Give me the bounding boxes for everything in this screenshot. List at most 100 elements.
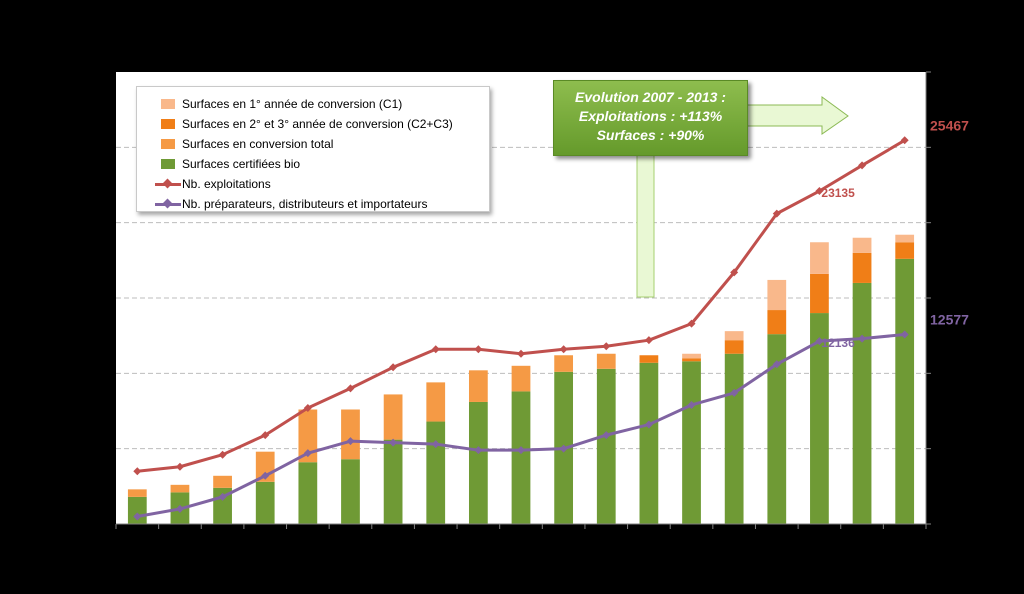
data-label-layer: 25467 12577 23135 12136: [821, 117, 969, 350]
bar-segment: [639, 355, 659, 363]
line-point: [730, 388, 739, 397]
bar-segment: [724, 340, 744, 354]
line-point: [858, 161, 867, 170]
bar-segment: [213, 475, 232, 488]
line-point: [431, 440, 440, 449]
legend-item-exploitations: Nb. exploitations: [137, 174, 271, 194]
line-point: [346, 384, 355, 393]
legend: Surfaces en 1° année de conversion (C1) …: [136, 86, 490, 212]
legend-item-preparateurs: Nb. préparateurs, distributeurs et impor…: [137, 194, 427, 214]
legend-label-c1: Surfaces en 1° année de conversion (C1): [182, 97, 403, 111]
callout-arrow: [636, 96, 849, 298]
line-point: [303, 449, 312, 458]
line-point: [389, 438, 398, 447]
bar-segment: [554, 355, 574, 372]
legend-label-preparateurs: Nb. préparateurs, distributeurs et impor…: [182, 197, 428, 211]
line-point: [559, 345, 568, 354]
bar-segment: [767, 334, 787, 524]
bar-segment: [511, 391, 531, 524]
bar-segment: [170, 484, 190, 493]
bar-segment: [852, 237, 872, 253]
bar-segment: [383, 394, 403, 440]
line-point: [133, 512, 142, 521]
line-point: [346, 437, 355, 446]
bar-segment: [810, 313, 829, 524]
legend-label-conversion-total: Surfaces en conversion total: [182, 137, 334, 151]
bar-segment: [810, 242, 829, 274]
bar-segment: [298, 462, 318, 524]
bar-segment: [298, 409, 318, 463]
bar-segment: [341, 409, 360, 460]
bar-segment: [895, 258, 915, 524]
data-label: 23135: [821, 186, 855, 200]
bar-segment: [810, 273, 829, 314]
line-point: [772, 209, 781, 218]
axes: [115, 71, 931, 529]
data-label: 12577: [930, 312, 969, 328]
line-point: [602, 431, 611, 440]
bar-segment: [511, 365, 531, 392]
line-point: [389, 363, 398, 372]
line-point: [602, 342, 611, 351]
line-point: [175, 462, 184, 471]
legend-item-c1: Surfaces en 1° année de conversion (C1): [137, 94, 402, 114]
bar-segment: [383, 439, 403, 524]
bar-segment: [426, 421, 446, 524]
bar-segment: [767, 279, 787, 311]
line-point: [261, 471, 270, 480]
bar-segment: [895, 242, 915, 259]
line-point: [559, 444, 568, 453]
line-point: [431, 345, 440, 354]
line-point: [815, 337, 824, 346]
callout-line-2: Exploitations : +113%: [578, 108, 723, 124]
line-point: [218, 450, 227, 459]
bar-segment: [682, 353, 701, 359]
bar-segment: [596, 368, 616, 524]
line-point: [644, 420, 653, 429]
bar-segment: [852, 282, 872, 524]
line-point: [687, 400, 696, 409]
bar-segment: [341, 459, 360, 524]
line-point: [474, 446, 483, 455]
legend-swatch-c2c3: [161, 119, 175, 129]
legend-label-c2c3: Surfaces en 2° et 3° année de conversion…: [182, 117, 453, 131]
callout-line-1: Evolution 2007 - 2013 :: [575, 89, 726, 105]
legend-item-conversion-total: Surfaces en conversion total: [137, 134, 333, 154]
line-point: [900, 136, 909, 145]
line-point: [474, 345, 483, 354]
bar-segment: [724, 331, 744, 341]
line-point: [218, 492, 227, 501]
legend-label-certified: Surfaces certifiées bio: [182, 157, 301, 171]
line-point: [644, 336, 653, 345]
bar-segment: [127, 489, 147, 497]
callout-box: Evolution 2007 - 2013 : Exploitations : …: [553, 80, 748, 156]
bar-segment: [682, 361, 701, 524]
callout-line-3: Surfaces : +90%: [596, 127, 705, 143]
line-point: [858, 334, 867, 343]
legend-swatch-exploitations: [155, 178, 181, 189]
bar-segment: [724, 353, 744, 524]
legend-item-certified: Surfaces certifiées bio: [137, 154, 300, 174]
bar-segment: [682, 358, 701, 362]
line-point: [900, 330, 909, 339]
legend-label-exploitations: Nb. exploitations: [182, 177, 271, 191]
bar-layer: [127, 234, 915, 524]
bar-segment: [895, 234, 915, 243]
bar-segment: [639, 362, 659, 524]
callout-arrow-stem: [636, 153, 655, 298]
legend-item-c2c3: Surfaces en 2° et 3° année de conversion…: [137, 114, 453, 134]
bar-segment: [255, 481, 275, 524]
bar-segment: [468, 401, 488, 524]
line-point: [303, 403, 312, 412]
bar-segment: [596, 353, 616, 369]
legend-swatch-conversion-total: [161, 139, 175, 149]
line-point: [261, 431, 270, 440]
line-point: [517, 446, 525, 455]
line-layer: [133, 136, 909, 521]
bar-segment: [468, 370, 488, 402]
bar-segment: [127, 496, 147, 524]
line-point: [517, 349, 525, 358]
bar-segment: [852, 252, 872, 283]
line-point: [730, 268, 739, 277]
